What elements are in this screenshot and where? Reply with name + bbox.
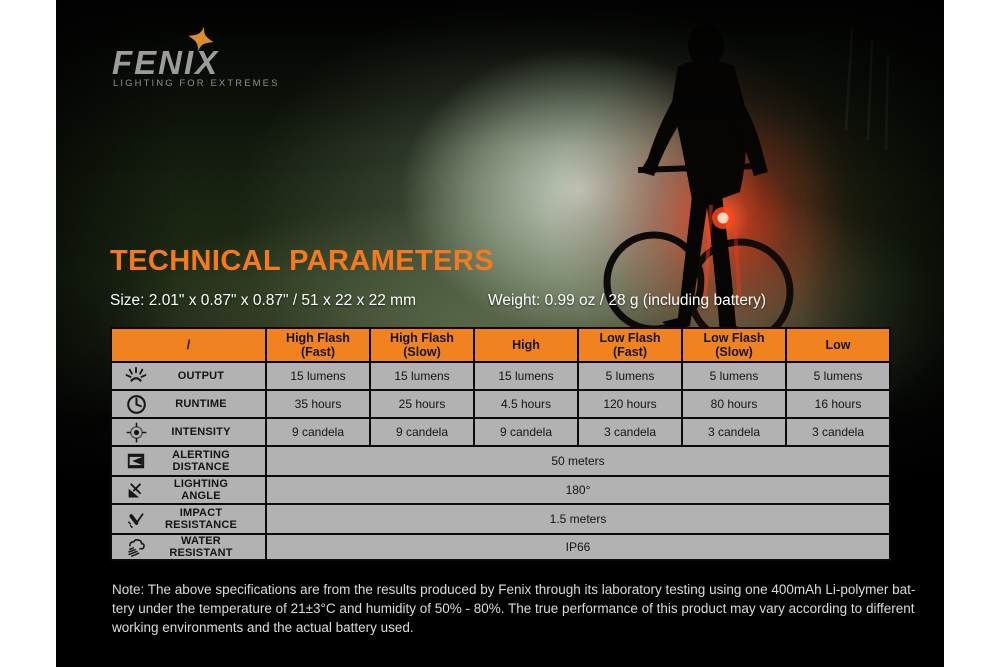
value-cell: 9 candela xyxy=(265,417,371,447)
table-row-runtime: RUNTIME 35 hours 25 hours 4.5 hours 120 … xyxy=(110,389,891,419)
row-label-lighting-angle: LIGHTING ANGLE xyxy=(110,475,267,505)
weight-spec: Weight: 0.99 oz / 28 g (including batter… xyxy=(488,292,767,309)
merged-value-cell: 50 meters xyxy=(265,445,891,477)
row-label-output: OUTPUT xyxy=(110,361,267,391)
footnote-line: Note: The above specifications are from … xyxy=(112,582,916,597)
table-row-alerting-distance: ALERTING DISTANCE 50 meters xyxy=(110,445,891,477)
merged-value-cell: 180° xyxy=(265,475,891,505)
page-title: TECHNICAL PARAMETERS xyxy=(110,245,494,277)
fenix-logo: FENIX LIGHTING FOR EXTREMES xyxy=(112,26,302,92)
merged-value-cell: 1.5 meters xyxy=(265,503,891,535)
merged-value-cell: IP66 xyxy=(265,533,891,561)
header-cell-low-flash-slow: Low Flash (Slow) xyxy=(681,327,787,363)
spec-table: / High Flash (Fast) High Flash (Slow) High… xyxy=(110,327,891,561)
header-cell-high-flash-fast: High Flash (Fast) xyxy=(265,327,371,363)
night-cycling-photo: FENIX LIGHTING FOR EXTREMES TECHNICAL PA… xyxy=(56,0,944,667)
value-cell: 5 lumens xyxy=(681,361,787,391)
footnote: Note: The above specifications are from … xyxy=(112,580,915,637)
value-cell: 80 hours xyxy=(681,389,787,419)
brand-name: FENIX xyxy=(112,44,220,81)
value-cell: 5 lumens xyxy=(577,361,683,391)
header-cell-low-flash-fast: Low Flash (Fast) xyxy=(577,327,683,363)
header-cell-low: Low xyxy=(785,327,891,363)
light-output-icon xyxy=(123,364,149,388)
value-cell: 120 hours xyxy=(577,389,683,419)
value-cell: 25 hours xyxy=(369,389,475,419)
star-icon xyxy=(188,26,214,52)
value-cell: 3 candela xyxy=(577,417,683,447)
brand-tagline: LIGHTING FOR EXTREMES xyxy=(113,78,280,89)
value-cell: 35 hours xyxy=(265,389,371,419)
clock-icon xyxy=(123,392,149,416)
footnote-line: working environments and the actual batt… xyxy=(112,620,414,635)
table-header-row: / High Flash (Fast) High Flash (Slow) High… xyxy=(110,327,891,363)
value-cell: 15 lumens xyxy=(473,361,579,391)
alert-flag-icon xyxy=(123,449,149,473)
row-label-water-resistant: WATER RESISTANT xyxy=(110,533,267,561)
value-cell: 16 hours xyxy=(785,389,891,419)
table-row-intensity: INTENSITY 9 candela 9 candela 9 candela … xyxy=(110,417,891,447)
table-row-impact-resistance: IMPACT RESISTANCE 1.5 meters xyxy=(110,503,891,535)
value-cell: 3 candela xyxy=(785,417,891,447)
impact-hammer-icon xyxy=(123,507,149,531)
row-label-alerting-distance: ALERTING DISTANCE xyxy=(110,445,267,477)
value-cell: 9 candela xyxy=(473,417,579,447)
row-label-impact-resistance: IMPACT RESISTANCE xyxy=(110,503,267,535)
header-cell-mode: / xyxy=(110,327,267,363)
value-cell: 15 lumens xyxy=(369,361,475,391)
value-cell: 15 lumens xyxy=(265,361,371,391)
header-cell-high-flash-slow: High Flash (Slow) xyxy=(369,327,475,363)
rain-cloud-icon xyxy=(123,535,149,559)
row-label-runtime: RUNTIME xyxy=(110,389,267,419)
value-cell: 9 candela xyxy=(369,417,475,447)
table-row-lighting-angle: LIGHTING ANGLE 180° xyxy=(110,475,891,505)
size-spec: Size: 2.01" x 0.87" x 0.87" / 51 x 22 x … xyxy=(110,292,416,309)
table-row-water-resistant: WATER RESISTANT IP66 xyxy=(110,533,891,561)
header-cell-high: High xyxy=(473,327,579,363)
footnote-line: tery under the temperature of 21±3°C and… xyxy=(112,601,915,616)
row-label-intensity: INTENSITY xyxy=(110,417,267,447)
value-cell: 5 lumens xyxy=(785,361,891,391)
value-cell: 4.5 hours xyxy=(473,389,579,419)
angle-icon xyxy=(123,478,149,502)
table-row-output: OUTPUT 15 lumens 15 lumens 15 lumens 5 l… xyxy=(110,361,891,391)
intensity-target-icon xyxy=(123,420,149,444)
value-cell: 3 candela xyxy=(681,417,787,447)
